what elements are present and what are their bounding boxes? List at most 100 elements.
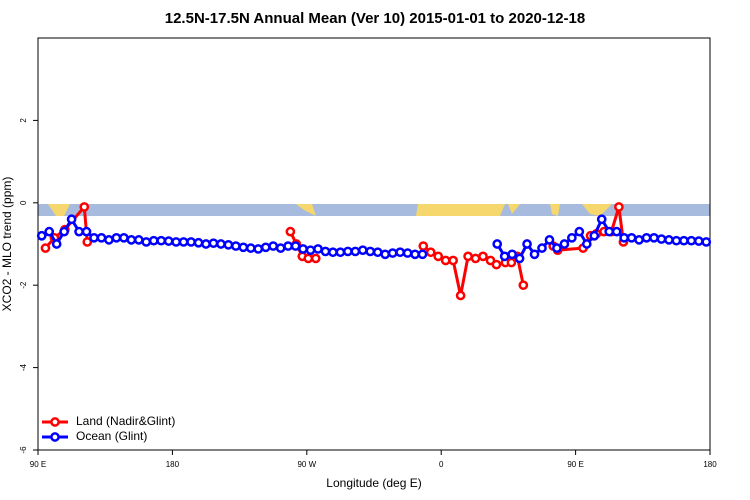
data-point: [463, 251, 473, 262]
data-point: [290, 241, 301, 251]
data-point: [418, 241, 429, 251]
data-point: [478, 251, 488, 262]
y-axis-label: XCO2 - MLO trend (ppm): [0, 177, 14, 312]
legend-marker: [50, 432, 60, 442]
data-point: [537, 243, 547, 253]
data-point: [104, 235, 114, 245]
x-tick-label: 90 E: [30, 460, 46, 469]
data-point: [433, 251, 444, 262]
chart-title: 12.5N-17.5N Annual Mean (Ver 10) 2015-01…: [165, 10, 585, 27]
data-point: [506, 257, 517, 268]
data-point: [148, 235, 159, 246]
data-point: [357, 245, 368, 256]
data-point: [313, 244, 323, 254]
data-point: [604, 226, 615, 237]
data-point: [529, 249, 540, 260]
data-point: [66, 214, 77, 225]
x-tick-label: 180: [166, 460, 180, 469]
data-point: [492, 239, 503, 249]
x-tick-label: 180: [703, 460, 717, 469]
y-tick-label: -6: [19, 446, 28, 454]
data-point: [283, 241, 293, 251]
data-point: [656, 234, 667, 244]
data-point: [589, 230, 600, 241]
data-point: [156, 235, 167, 246]
data-point: [614, 202, 624, 212]
map-strip: [38, 204, 710, 216]
data-point: [693, 236, 704, 246]
data-point: [417, 249, 428, 260]
data-point: [89, 232, 99, 243]
data-point: [253, 244, 264, 254]
data-point: [238, 242, 249, 253]
data-point: [440, 255, 451, 266]
data-point: [133, 235, 144, 245]
data-point: [260, 242, 271, 253]
data-point: [470, 253, 481, 264]
data-point: [552, 243, 562, 253]
y-tick-label: 2: [19, 118, 28, 123]
data-point: [126, 235, 137, 245]
land-patch: [48, 204, 70, 216]
data-point: [81, 226, 92, 237]
data-point: [231, 241, 241, 251]
data-point: [619, 232, 629, 243]
data-point: [216, 239, 226, 249]
data-point: [343, 246, 353, 257]
data-point: [581, 239, 592, 249]
data-point: [350, 246, 361, 257]
data-point: [626, 232, 637, 243]
data-point: [679, 235, 689, 246]
data-point: [395, 247, 405, 258]
data-point: [171, 237, 181, 247]
data-point: [574, 226, 585, 237]
data-point: [119, 232, 129, 243]
data-point: [305, 245, 316, 256]
x-tick-label: 0: [439, 460, 444, 469]
data-point: [567, 232, 577, 243]
data-point: [611, 226, 622, 237]
data-point: [245, 243, 256, 253]
land-patch: [550, 204, 560, 216]
data-point: [448, 255, 458, 266]
data-point: [82, 237, 93, 247]
data-point: [223, 239, 234, 250]
data-point: [491, 259, 502, 270]
x-tick-label: 90 W: [297, 460, 316, 469]
data-point: [402, 248, 413, 258]
data-point: [208, 238, 219, 249]
data-point: [96, 232, 107, 243]
data-point: [59, 226, 69, 237]
data-point: [701, 237, 712, 247]
data-point: [518, 280, 529, 291]
data-point: [514, 253, 525, 264]
data-point: [275, 243, 286, 253]
data-point: [499, 251, 510, 262]
legend-label: Ocean (Glint): [76, 429, 147, 443]
data-point: [328, 247, 338, 258]
data-point: [634, 235, 644, 245]
data-point: [201, 239, 211, 249]
data-point: [178, 237, 189, 247]
data-point: [649, 232, 659, 243]
land-patch: [582, 204, 612, 216]
data-point: [310, 253, 321, 264]
data-point: [596, 214, 607, 225]
y-tick-label: -4: [19, 363, 28, 371]
data-point: [559, 239, 570, 249]
data-point: [335, 247, 346, 258]
data-point: [387, 248, 398, 258]
data-point: [664, 235, 674, 245]
data-point: [163, 236, 174, 246]
legend-label: Land (Nadir&Glint): [76, 414, 175, 428]
data-point: [507, 249, 517, 260]
data-point: [522, 239, 532, 249]
land-patch: [296, 204, 316, 216]
data-point: [36, 230, 47, 241]
data-point: [74, 226, 84, 237]
land-patch: [416, 204, 505, 216]
data-point: [455, 290, 466, 301]
y-tick-label: 0: [19, 200, 28, 205]
data-point: [141, 237, 152, 247]
